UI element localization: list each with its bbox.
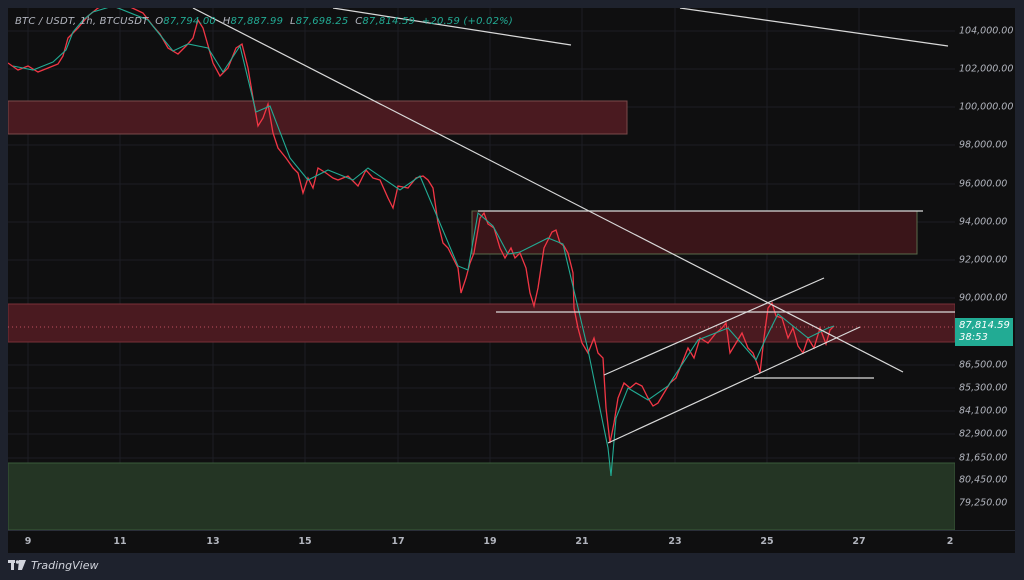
- time-label: 27: [852, 536, 866, 547]
- price-label: 98,000.00: [959, 139, 1008, 151]
- symbol-legend: BTC / USDT, 1h, BTCUSDT O87,794.00 H87,8…: [15, 16, 513, 27]
- open-label: O: [155, 16, 164, 27]
- time-label: 17: [391, 536, 405, 547]
- price-label: 85,300.00: [959, 382, 1008, 394]
- drawing-lines: [192, 8, 955, 444]
- candles: [8, 8, 835, 477]
- trendline-main-descending: [192, 8, 904, 373]
- price-label: 94,000.00: [959, 216, 1008, 228]
- price-label: 86,500.00: [959, 359, 1008, 371]
- price-label: 100,000.00: [959, 101, 1014, 113]
- price-label: 92,000.00: [959, 254, 1008, 266]
- channel-upper: [603, 277, 825, 376]
- time-label: 19: [483, 536, 497, 547]
- price-label: 96,000.00: [959, 178, 1008, 190]
- close-label: C: [355, 16, 363, 27]
- tradingview-logo-icon: [8, 560, 26, 570]
- open-value: 87,794.00: [163, 16, 216, 27]
- chart-plot-area[interactable]: BTC / USDT, 1h, BTCUSDT O87,794.00 H87,8…: [8, 8, 955, 530]
- time-label: 21: [575, 536, 589, 547]
- tradingview-branding[interactable]: TradingView: [8, 559, 98, 572]
- price-label: 80,450.00: [959, 474, 1008, 486]
- low-label: L: [289, 16, 296, 27]
- time-label: 2: [946, 536, 954, 547]
- change-value: +20.59 (+0.02%): [421, 16, 513, 27]
- candlestick-chart: [8, 8, 955, 530]
- chart-frame: BTC / USDT, 1h, BTCUSDT O87,794.00 H87,8…: [8, 8, 1015, 553]
- time-label: 23: [668, 536, 682, 547]
- supply-zone-current: [8, 303, 955, 343]
- low-value: 87,698.25: [295, 16, 349, 27]
- price-label: 84,100.00: [959, 405, 1008, 417]
- close-value: 87,814.59: [362, 16, 416, 27]
- price-label: 79,250.00: [959, 497, 1008, 509]
- price-label: 82,900.00: [959, 428, 1008, 440]
- trendline-top-left: [332, 8, 572, 46]
- time-label: 15: [298, 536, 312, 547]
- time-label: 25: [760, 536, 774, 547]
- supply-zone-middle: [471, 210, 918, 255]
- trendline-top-right: [679, 8, 949, 47]
- price-label: 90,000.00: [959, 292, 1008, 304]
- last-price-badge: 87,814.59 38:53: [955, 318, 1013, 346]
- demand-zone: [8, 462, 955, 530]
- grid-lines: [8, 8, 955, 530]
- high-label: H: [222, 16, 231, 27]
- price-axis[interactable]: 104,000.00 102,000.00 100,000.00 98,000.…: [955, 8, 1015, 530]
- symbol-name: BTC / USDT, 1h, BTCUSDT: [15, 16, 149, 27]
- time-label: 13: [206, 536, 220, 547]
- time-label: 11: [113, 536, 127, 547]
- high-value: 87,887.99: [230, 16, 284, 27]
- channel-lower: [607, 326, 861, 444]
- time-axis[interactable]: 9 11 13 15 17 19 21 23 25 27 2: [8, 530, 1015, 553]
- price-label: 104,000.00: [959, 25, 1014, 37]
- supply-zone-upper: [8, 100, 628, 135]
- price-label: 102,000.00: [959, 63, 1014, 75]
- last-price-value: 87,814.59: [959, 320, 1010, 331]
- time-label: 9: [24, 536, 32, 547]
- bar-countdown: 38:53: [959, 332, 988, 343]
- price-label: 81,650.00: [959, 452, 1008, 464]
- brand-name: TradingView: [31, 559, 99, 572]
